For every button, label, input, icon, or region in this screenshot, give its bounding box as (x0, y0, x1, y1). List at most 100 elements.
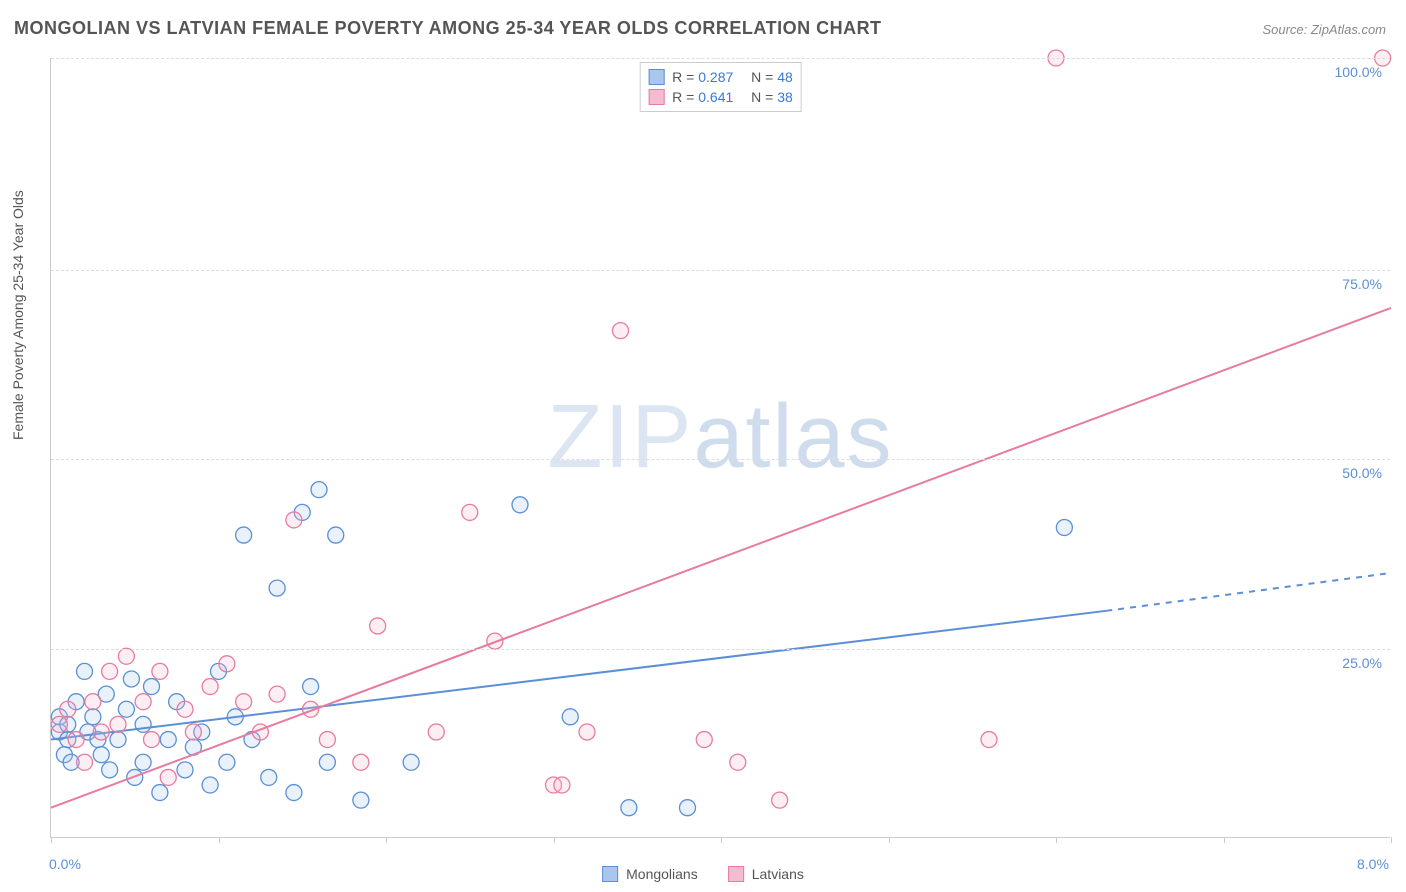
data-point-mongolians (219, 754, 235, 770)
data-point-mongolians (621, 800, 637, 816)
legend-swatch (648, 89, 664, 105)
legend-text: R = 0.287 N = 48 (672, 69, 793, 85)
data-point-mongolians (286, 785, 302, 801)
y-axis-label: Female Poverty Among 25-34 Year Olds (10, 190, 26, 440)
data-point-mongolians (110, 732, 126, 748)
data-point-latvians (102, 663, 118, 679)
data-point-mongolians (269, 580, 285, 596)
data-point-mongolians (319, 754, 335, 770)
legend-row: R = 0.641 N = 38 (648, 87, 793, 107)
data-point-latvians (202, 679, 218, 695)
x-tick-mark (386, 837, 387, 843)
x-tick-mark (1391, 837, 1392, 843)
data-point-mongolians (328, 527, 344, 543)
gridline (51, 649, 1390, 650)
y-tick-label: 25.0% (1342, 655, 1382, 671)
data-point-mongolians (135, 716, 151, 732)
x-tick-label: 0.0% (49, 856, 81, 872)
plot-svg (51, 58, 1390, 837)
x-tick-mark (1056, 837, 1057, 843)
trend-line-mongolians (51, 611, 1106, 740)
trend-line-latvians (51, 308, 1391, 808)
data-point-latvians (85, 694, 101, 710)
legend-swatch (648, 69, 664, 85)
data-point-latvians (93, 724, 109, 740)
legend-item: Latvians (728, 866, 804, 882)
y-tick-label: 100.0% (1335, 64, 1382, 80)
data-point-mongolians (403, 754, 419, 770)
data-point-mongolians (123, 671, 139, 687)
data-point-latvians (696, 732, 712, 748)
data-point-latvians (135, 694, 151, 710)
data-point-mongolians (680, 800, 696, 816)
data-point-latvians (286, 512, 302, 528)
data-point-mongolians (303, 679, 319, 695)
gridline (51, 58, 1390, 59)
data-point-latvians (177, 701, 193, 717)
data-point-latvians (462, 504, 478, 520)
data-point-latvians (118, 648, 134, 664)
trend-line-dashed-mongolians (1106, 573, 1391, 611)
data-point-latvians (579, 724, 595, 740)
correlation-legend: R = 0.287 N = 48 R = 0.641 N = 38 (639, 62, 802, 112)
data-point-mongolians (562, 709, 578, 725)
data-point-latvians (152, 663, 168, 679)
data-point-latvians (219, 656, 235, 672)
x-tick-label: 8.0% (1357, 856, 1389, 872)
data-point-mongolians (160, 732, 176, 748)
data-point-latvians (772, 792, 788, 808)
data-point-mongolians (311, 482, 327, 498)
data-point-latvians (160, 769, 176, 785)
data-point-latvians (110, 716, 126, 732)
legend-swatch (728, 866, 744, 882)
data-point-mongolians (353, 792, 369, 808)
data-point-mongolians (152, 785, 168, 801)
data-point-latvians (554, 777, 570, 793)
gridline (51, 459, 1390, 460)
x-tick-mark (889, 837, 890, 843)
data-point-mongolians (236, 527, 252, 543)
x-tick-mark (1224, 837, 1225, 843)
data-point-latvians (144, 732, 160, 748)
data-point-latvians (353, 754, 369, 770)
chart-container: MONGOLIAN VS LATVIAN FEMALE POVERTY AMON… (0, 0, 1406, 892)
legend-row: R = 0.287 N = 48 (648, 67, 793, 87)
data-point-latvians (68, 732, 84, 748)
x-tick-mark (554, 837, 555, 843)
data-point-mongolians (261, 769, 277, 785)
legend-swatch (602, 866, 618, 882)
data-point-mongolians (1056, 520, 1072, 536)
data-point-mongolians (512, 497, 528, 513)
data-point-mongolians (118, 701, 134, 717)
data-point-mongolians (177, 762, 193, 778)
data-point-latvians (319, 732, 335, 748)
data-point-mongolians (144, 679, 160, 695)
chart-title: MONGOLIAN VS LATVIAN FEMALE POVERTY AMON… (14, 18, 882, 39)
legend-label: Latvians (752, 866, 804, 882)
legend-text: R = 0.641 N = 38 (672, 89, 793, 105)
data-point-latvians (370, 618, 386, 634)
data-point-mongolians (77, 663, 93, 679)
data-point-mongolians (85, 709, 101, 725)
gridline (51, 270, 1390, 271)
x-tick-mark (721, 837, 722, 843)
series-legend: Mongolians Latvians (602, 866, 804, 882)
data-point-mongolians (135, 754, 151, 770)
data-point-latvians (185, 724, 201, 740)
data-point-mongolians (93, 747, 109, 763)
data-point-mongolians (202, 777, 218, 793)
plot-area: ZIPatlas R = 0.287 N = 48R = 0.641 N = 3… (50, 58, 1390, 838)
data-point-latvians (269, 686, 285, 702)
data-point-latvians (51, 716, 67, 732)
data-point-latvians (236, 694, 252, 710)
data-point-latvians (981, 732, 997, 748)
legend-label: Mongolians (626, 866, 698, 882)
x-tick-mark (219, 837, 220, 843)
data-point-latvians (428, 724, 444, 740)
data-point-mongolians (102, 762, 118, 778)
data-point-latvians (60, 701, 76, 717)
data-point-latvians (613, 323, 629, 339)
y-tick-label: 75.0% (1342, 276, 1382, 292)
y-tick-label: 50.0% (1342, 465, 1382, 481)
source-attribution: Source: ZipAtlas.com (1262, 22, 1386, 37)
